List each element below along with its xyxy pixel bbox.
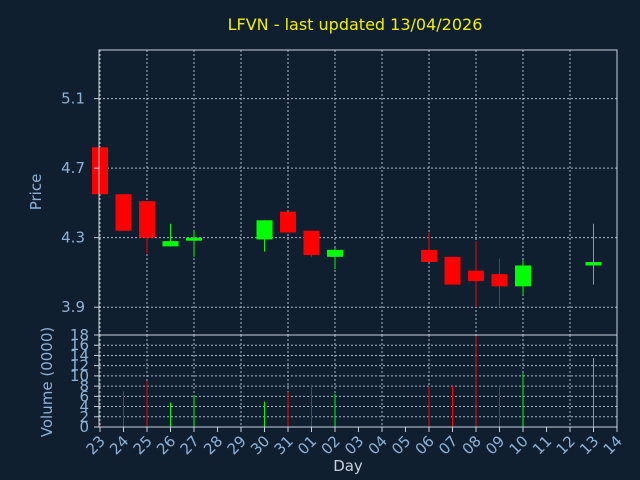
price-tick-label: 5.1 [61, 90, 85, 108]
price-tick-label: 4.3 [61, 229, 85, 247]
candle-body [139, 201, 155, 238]
volume-tick-label: 6 [79, 387, 89, 405]
candle [444, 256, 461, 285]
candle [585, 223, 602, 285]
candle [515, 260, 531, 296]
candle [92, 147, 108, 195]
candle-body [256, 220, 273, 240]
volume-tick-label: 18 [70, 326, 89, 344]
candle-body [280, 211, 296, 233]
candle-body [115, 194, 132, 231]
volume-axis-label: Volume (0000) [38, 327, 56, 437]
candle [256, 220, 273, 252]
price-candles [92, 147, 602, 308]
volume-tick-label: 12 [70, 357, 89, 375]
candle [303, 230, 320, 257]
price-tick-label: 3.9 [61, 298, 85, 316]
price-axis-label: Price [27, 174, 45, 211]
candle-body [186, 237, 202, 241]
candle [162, 223, 179, 247]
candle [491, 258, 508, 306]
candle-body [515, 265, 531, 287]
candle-body [468, 270, 484, 282]
chart-title: LFVN - last updated 13/04/2026 [228, 15, 483, 34]
candle [186, 230, 202, 257]
candle-body [327, 249, 343, 257]
volume-tick-label: 8 [79, 377, 89, 395]
volume-tick-label: 0 [79, 418, 89, 436]
candle-body [92, 147, 108, 195]
price-tick-label: 4.7 [61, 159, 85, 177]
candle [421, 232, 437, 263]
candle-body [303, 230, 320, 256]
candle [280, 211, 296, 233]
day-axis-label: Day [333, 457, 363, 475]
candle-body [421, 249, 437, 263]
volume-tick-label: 2 [79, 408, 89, 426]
candle-body [585, 262, 602, 266]
candle [139, 201, 155, 254]
candle [115, 194, 132, 231]
candle [468, 241, 484, 308]
price-y-ticks: 3.9 4.3 4.7 5.1 [61, 90, 99, 316]
candle-body [162, 241, 179, 247]
volume-tick-label: 16 [70, 336, 89, 354]
candle [327, 248, 343, 269]
candle-body [444, 256, 461, 285]
volume-tick-label: 14 [70, 346, 89, 364]
volume-bars [99, 336, 594, 427]
candle-body [491, 274, 508, 287]
volume-tick-label: 4 [79, 398, 89, 416]
volume-tick-label: 10 [70, 367, 89, 385]
